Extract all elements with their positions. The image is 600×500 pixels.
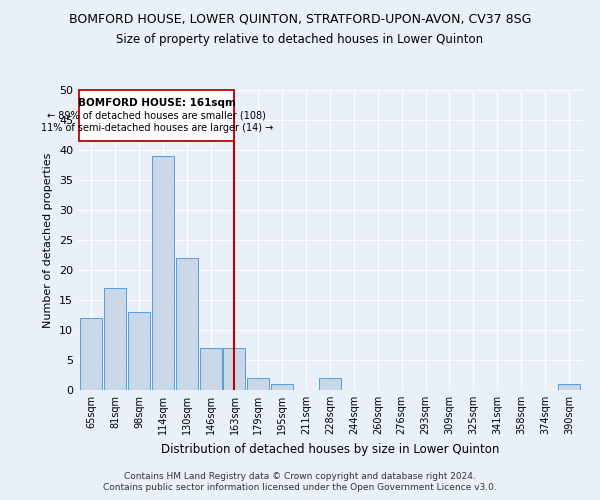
Text: 11% of semi-detached houses are larger (14) →: 11% of semi-detached houses are larger (… [41,124,273,134]
Text: Contains public sector information licensed under the Open Government Licence v3: Contains public sector information licen… [103,484,497,492]
Text: BOMFORD HOUSE, LOWER QUINTON, STRATFORD-UPON-AVON, CV37 8SG: BOMFORD HOUSE, LOWER QUINTON, STRATFORD-… [69,12,531,26]
Text: Contains HM Land Registry data © Crown copyright and database right 2024.: Contains HM Land Registry data © Crown c… [124,472,476,481]
Text: ← 89% of detached houses are smaller (108): ← 89% of detached houses are smaller (10… [47,110,266,120]
Bar [319,378,341,390]
Bar [152,156,174,390]
Bar [104,288,126,390]
Text: BOMFORD HOUSE: 161sqm: BOMFORD HOUSE: 161sqm [78,98,236,108]
Bar [80,318,102,390]
X-axis label: Distribution of detached houses by size in Lower Quinton: Distribution of detached houses by size … [161,442,499,456]
Bar [200,348,221,390]
Bar [558,384,580,390]
Bar [128,312,150,390]
FancyBboxPatch shape [79,90,235,141]
Y-axis label: Number of detached properties: Number of detached properties [43,152,53,328]
Bar [247,378,269,390]
Bar [223,348,245,390]
Bar [176,258,197,390]
Bar [271,384,293,390]
Text: Size of property relative to detached houses in Lower Quinton: Size of property relative to detached ho… [116,32,484,46]
